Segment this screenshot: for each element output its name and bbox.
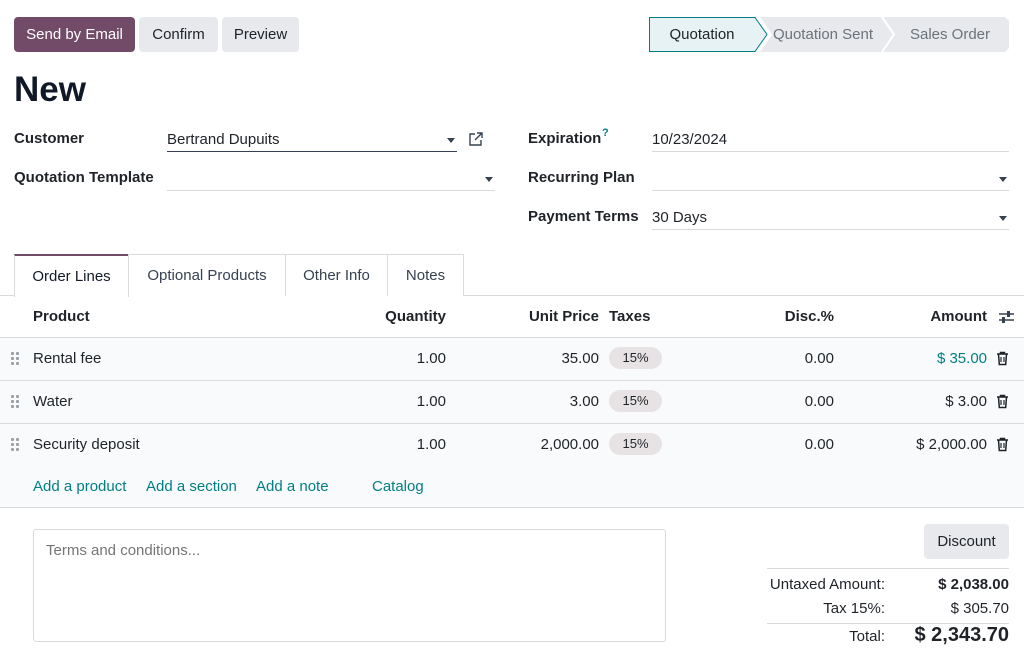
trash-icon[interactable] <box>996 394 1009 409</box>
notebook-tabs: Order Lines Optional Products Other Info… <box>0 254 1024 297</box>
stage-divider-1 <box>758 17 773 52</box>
sliders-icon[interactable] <box>998 309 1015 325</box>
external-link-icon[interactable] <box>468 131 484 147</box>
payment-terms-field[interactable]: 30 Days <box>652 208 1009 230</box>
payment-terms-label: Payment Terms <box>528 208 639 225</box>
row-amount: $ 35.00 <box>936 350 987 367</box>
header-taxes[interactable]: Taxes <box>609 308 651 325</box>
quotation-template-field[interactable] <box>167 169 495 191</box>
stage-shape-quotation <box>649 17 768 52</box>
totals-divider <box>767 568 1009 569</box>
row-discount[interactable]: 0.00 <box>804 350 834 367</box>
row-product[interactable]: Water <box>33 393 73 410</box>
table-row[interactable]: Water 1.00 3.00 15% 0.00 $ 3.00 <box>0 381 1024 424</box>
tax-badge[interactable]: 15% <box>609 390 662 412</box>
catalog-link[interactable]: Catalog <box>372 478 424 495</box>
totals-divider <box>767 623 1009 624</box>
recurring-plan-label: Recurring Plan <box>528 169 635 186</box>
quotation-template-label: Quotation Template <box>14 169 154 186</box>
row-quantity[interactable]: 1.00 <box>416 436 446 453</box>
expiration-value: 10/23/2024 <box>652 131 728 148</box>
add-line-row: Add a product Add a section Add a note C… <box>0 466 1024 508</box>
drag-handle-icon[interactable] <box>11 395 19 409</box>
header-unit-price[interactable]: Unit Price <box>528 308 599 325</box>
caret-down-icon <box>447 138 455 143</box>
row-amount: $ 2,000.00 <box>916 436 987 453</box>
stage-shape-sent <box>759 17 894 52</box>
tab-notes[interactable]: Notes <box>387 254 464 296</box>
header-product[interactable]: Product <box>33 308 90 325</box>
add-section-link[interactable]: Add a section <box>146 478 237 495</box>
tax-badge[interactable]: 15% <box>609 347 662 369</box>
add-note-link[interactable]: Add a note <box>256 478 329 495</box>
expiration-field[interactable]: 10/23/2024 <box>652 130 1009 152</box>
row-discount[interactable]: 0.00 <box>804 393 834 410</box>
tax-badge[interactable]: 15% <box>609 433 662 455</box>
row-product[interactable]: Security deposit <box>33 436 140 453</box>
drag-handle-icon[interactable] <box>11 438 19 452</box>
expiration-help-icon[interactable]: ? <box>602 127 609 139</box>
header-quantity[interactable]: Quantity <box>385 308 446 325</box>
total-value: $ 2,343.70 <box>914 624 1009 646</box>
caret-down-icon <box>999 177 1007 182</box>
untaxed-amount-value: $ 2,038.00 <box>938 576 1009 593</box>
customer-field[interactable]: Bertrand Dupuits <box>167 130 457 152</box>
add-product-link[interactable]: Add a product <box>33 478 127 495</box>
stage-divider-2 <box>881 17 896 52</box>
tab-order-lines[interactable]: Order Lines <box>14 254 129 297</box>
expiration-label: Expiration <box>528 130 602 147</box>
total-label: Total: <box>849 628 885 645</box>
tax-value: $ 305.70 <box>950 600 1009 617</box>
tab-optional-products[interactable]: Optional Products <box>128 254 286 296</box>
caret-down-icon <box>485 177 493 182</box>
row-quantity[interactable]: 1.00 <box>416 393 446 410</box>
row-product[interactable]: Rental fee <box>33 350 102 367</box>
row-unit-price[interactable]: 3.00 <box>569 393 599 410</box>
customer-label: Customer <box>14 130 85 147</box>
untaxed-amount-label: Untaxed Amount: <box>769 576 885 593</box>
trash-icon[interactable] <box>996 351 1009 366</box>
trash-icon[interactable] <box>996 437 1009 452</box>
send-by-email-button[interactable]: Send by Email <box>14 17 135 52</box>
status-bar-shapes <box>649 17 1009 52</box>
stage-sales-order[interactable]: Sales Order <box>909 26 991 43</box>
header-discount[interactable]: Disc.% <box>784 308 834 325</box>
header-amount[interactable]: Amount <box>930 308 987 325</box>
status-bar: Quotation Quotation Sent Sales Order <box>649 17 1009 52</box>
row-amount: $ 3.00 <box>945 393 987 410</box>
recurring-plan-field[interactable] <box>652 169 1009 191</box>
drag-handle-icon[interactable] <box>11 352 19 366</box>
page-title: New <box>14 70 86 109</box>
stage-shape-order <box>882 17 1009 52</box>
tab-other-info[interactable]: Other Info <box>285 254 388 296</box>
table-row[interactable]: Rental fee 1.00 35.00 15% 0.00 $ 35.00 <box>0 338 1024 381</box>
terms-and-conditions-input[interactable] <box>33 529 666 642</box>
row-discount[interactable]: 0.00 <box>804 436 834 453</box>
confirm-button[interactable]: Confirm <box>139 17 218 52</box>
stage-quotation[interactable]: Quotation <box>669 26 735 43</box>
stage-quotation-sent[interactable]: Quotation Sent <box>772 26 874 43</box>
payment-terms-value: 30 Days <box>652 209 708 226</box>
tax-label: Tax 15%: <box>823 600 885 617</box>
table-row[interactable]: Security deposit 1.00 2,000.00 15% 0.00 … <box>0 424 1024 467</box>
discount-button[interactable]: Discount <box>924 524 1009 559</box>
row-unit-price[interactable]: 2,000.00 <box>540 436 599 453</box>
row-unit-price[interactable]: 35.00 <box>561 350 599 367</box>
customer-value: Bertrand Dupuits <box>167 131 280 148</box>
order-lines-header: Product Quantity Unit Price Taxes Disc.%… <box>0 296 1024 338</box>
preview-button[interactable]: Preview <box>222 17 299 52</box>
caret-down-icon <box>999 216 1007 221</box>
row-quantity[interactable]: 1.00 <box>416 350 446 367</box>
